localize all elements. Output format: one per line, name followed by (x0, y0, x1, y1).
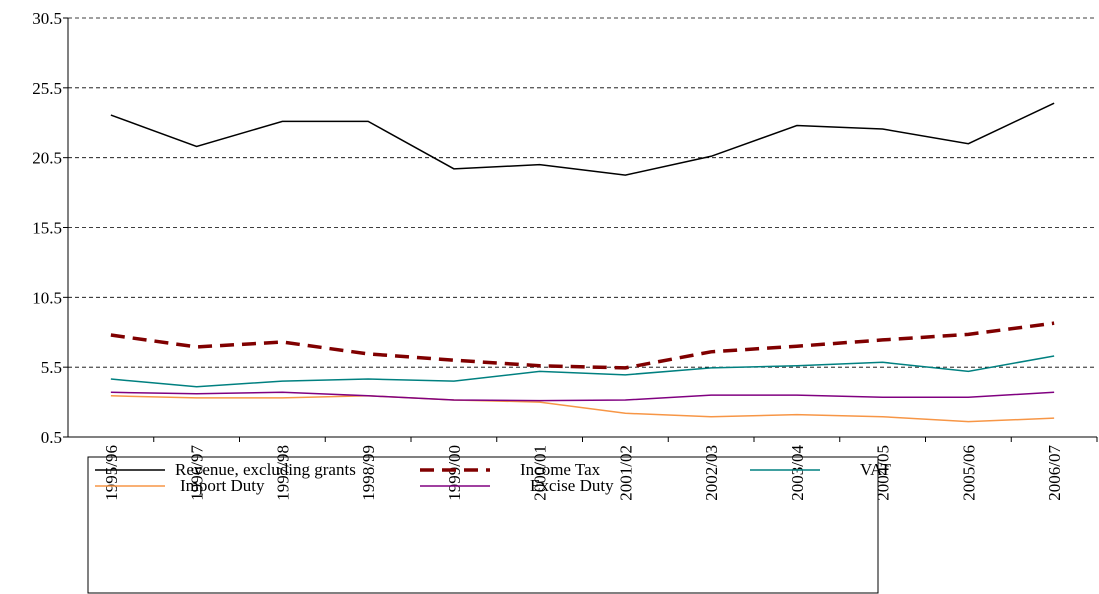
x-tick-label: 2002/03 (702, 445, 721, 501)
x-tick-label: 2004/05 (874, 445, 893, 501)
legend-label: Revenue, excluding grants (175, 460, 356, 479)
x-tick-label: 2003/04 (788, 445, 807, 501)
x-tick-label: 2005/06 (959, 445, 978, 501)
series-line (110, 355, 1055, 388)
legend-label: Import Duty (180, 476, 265, 495)
series-line (110, 391, 1055, 402)
x-tick-label: 2006/07 (1045, 445, 1064, 501)
legend-label: VAT (860, 460, 891, 479)
y-tick-label: 10.5 (32, 288, 62, 307)
series-line (110, 395, 1055, 423)
y-tick-label: 20.5 (32, 149, 62, 168)
series-line (110, 321, 1055, 370)
x-tick-label: 1995/96 (102, 445, 121, 501)
x-tick-label: 1999/00 (445, 445, 464, 501)
y-tick-label: 0.5 (41, 428, 62, 447)
x-tick-label: 1996/97 (188, 445, 207, 501)
series-line (110, 102, 1055, 176)
legend-label: Income Tax (520, 460, 601, 479)
x-tick-label: 2001/02 (616, 445, 635, 501)
y-tick-label: 5.5 (41, 358, 62, 377)
y-tick-label: 25.5 (32, 79, 62, 98)
x-tick-label: 2000/01 (531, 445, 550, 501)
y-tick-label: 30.5 (32, 9, 62, 28)
y-tick-label: 15.5 (32, 219, 62, 238)
x-tick-label: 1998/99 (359, 445, 378, 501)
legend-label: Excise Duty (530, 476, 614, 495)
x-tick-label: 1997/98 (273, 445, 292, 501)
legend-box (87, 456, 879, 594)
